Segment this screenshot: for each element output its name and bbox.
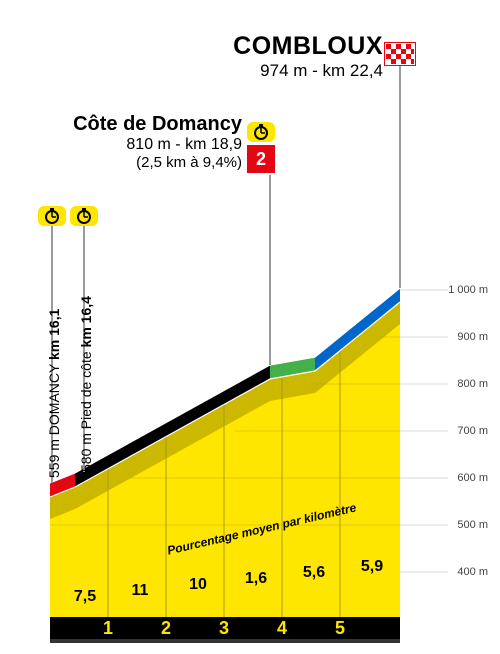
grad-1: 11 xyxy=(120,582,160,600)
alt-tick-5: 500 m xyxy=(448,519,488,531)
finish-flag-icon xyxy=(384,42,416,66)
kom-category-number: 2 xyxy=(256,149,266,169)
vert-label-2: 580 m Pied de côte km 16,4 xyxy=(78,296,94,472)
timing-icon-kom xyxy=(247,122,275,142)
finish-name: COMBLOUX xyxy=(218,32,383,61)
vert-label-1: 559 m DOMANCY km 16,1 xyxy=(46,309,62,478)
timing-icon-start1 xyxy=(38,206,66,226)
road-seg-blue xyxy=(315,288,400,371)
kom-name: Côte de Domancy xyxy=(40,113,242,136)
climb-profile-chart xyxy=(0,0,500,654)
finish-label-block: COMBLOUX 974 m - km 22,4 xyxy=(218,32,383,81)
road-edge-top xyxy=(50,288,400,483)
road-seg-green xyxy=(270,357,315,379)
km-4: 5 xyxy=(330,618,350,639)
alt-tick-2: 800 m xyxy=(448,378,488,390)
timing-icon-start2 xyxy=(70,206,98,226)
alt-tick-1: 900 m xyxy=(448,331,488,343)
finish-sub: 974 m - km 22,4 xyxy=(218,61,383,81)
km-2: 3 xyxy=(214,618,234,639)
grad-5: 5,9 xyxy=(352,558,392,576)
grad-4: 5,6 xyxy=(294,564,334,582)
grad-2: 10 xyxy=(178,576,218,594)
km-1: 2 xyxy=(156,618,176,639)
km-0: 1 xyxy=(98,618,118,639)
kom-pole xyxy=(269,175,271,365)
grad-3: 1,6 xyxy=(236,570,276,588)
altitude-grid xyxy=(400,290,448,572)
alt-tick-6: 400 m xyxy=(448,566,488,578)
kom-category-badge: 2 xyxy=(247,145,275,173)
finish-pole xyxy=(399,66,401,288)
road-edge-bottom xyxy=(50,302,400,497)
alt-tick-3: 700 m xyxy=(448,425,488,437)
kom-detail: (2,5 km à 9,4%) xyxy=(40,154,242,171)
alt-gridlines-inner xyxy=(50,337,400,525)
km-3: 4 xyxy=(272,618,292,639)
profile-fill xyxy=(50,302,400,617)
road-seg-black xyxy=(75,365,270,487)
alt-tick-0: 1 000 m xyxy=(448,284,488,296)
kom-sub: 810 m - km 18,9 xyxy=(40,136,242,154)
grad-0: 7,5 xyxy=(65,588,105,606)
kom-label-block: Côte de Domancy 810 m - km 18,9 (2,5 km … xyxy=(40,113,242,171)
alt-tick-4: 600 m xyxy=(448,472,488,484)
gradient-subtitle: Pourcentage moyen par kilomètre xyxy=(166,500,358,557)
profile-front-slope xyxy=(50,302,400,519)
